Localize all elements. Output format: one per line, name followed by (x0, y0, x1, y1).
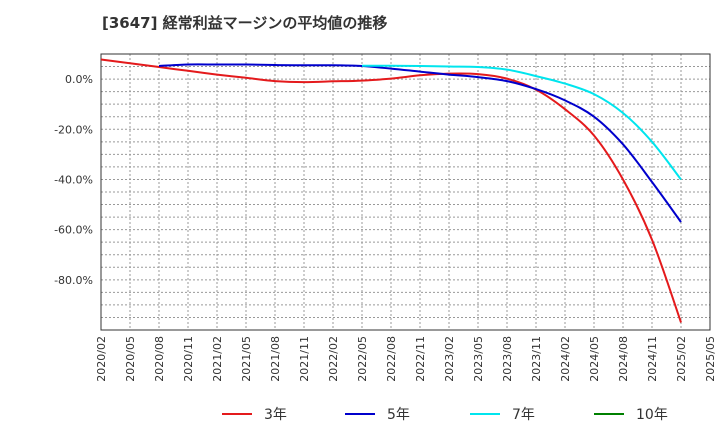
x-tick-label: 2024/02 (559, 336, 572, 382)
chart-title: [3647] 経常利益マージンの平均値の推移 (102, 14, 388, 32)
x-axis-ticks: 2020/02 2020/05 2020/08 2020/11 2021/02 2021/… (95, 336, 717, 382)
x-tick-label: 2023/05 (472, 336, 485, 382)
x-tick-label: 2020/02 (95, 336, 108, 382)
x-tick-label: 2024/11 (646, 336, 659, 382)
x-tick-label: 2020/11 (182, 336, 195, 382)
x-tick-label: 2021/05 (240, 336, 253, 382)
x-tick-label: 2021/08 (269, 336, 282, 382)
x-tick-label: 2024/05 (588, 336, 601, 382)
grid-lines (101, 54, 710, 330)
x-tick-label: 2022/05 (356, 336, 369, 382)
x-tick-label: 2022/02 (327, 336, 340, 382)
series-line-3年 (100, 58, 682, 323)
x-tick-label: 2021/02 (211, 336, 224, 382)
legend-label-3年: 3年 (264, 407, 287, 423)
x-tick-label: 2024/08 (617, 336, 630, 382)
x-tick-label: 2020/05 (124, 336, 137, 382)
x-tick-label: 2025/05 (704, 336, 717, 382)
y-tick-label: -20.0% (54, 123, 93, 136)
legend-label-7年: 7年 (512, 407, 535, 423)
y-tick-label: -80.0% (54, 274, 93, 287)
y-tick-label: 0.0% (65, 73, 93, 86)
y-tick-label: -60.0% (54, 224, 93, 237)
plot-area (100, 53, 711, 331)
x-tick-label: 2022/08 (385, 336, 398, 382)
legend-label-5年: 5年 (387, 407, 410, 423)
x-tick-label: 2023/11 (530, 336, 543, 382)
x-tick-label: 2023/08 (501, 336, 514, 382)
series-line-7年 (362, 64, 682, 181)
series-line-5年 (158, 63, 682, 223)
x-tick-label: 2020/08 (153, 336, 166, 382)
legend-label-10年: 10年 (636, 407, 668, 423)
x-tick-label: 2025/02 (675, 336, 688, 382)
y-tick-label: -40.0% (54, 173, 93, 186)
x-tick-label: 2023/02 (443, 336, 456, 382)
series-lines (100, 58, 682, 323)
legend: 3年 5年 7年 10年 (222, 407, 668, 423)
x-tick-label: 2021/11 (298, 336, 311, 382)
x-tick-label: 2022/11 (414, 336, 427, 382)
y-axis-ticks: 0.0% -20.0% -40.0% -60.0% -80.0% (54, 73, 93, 287)
